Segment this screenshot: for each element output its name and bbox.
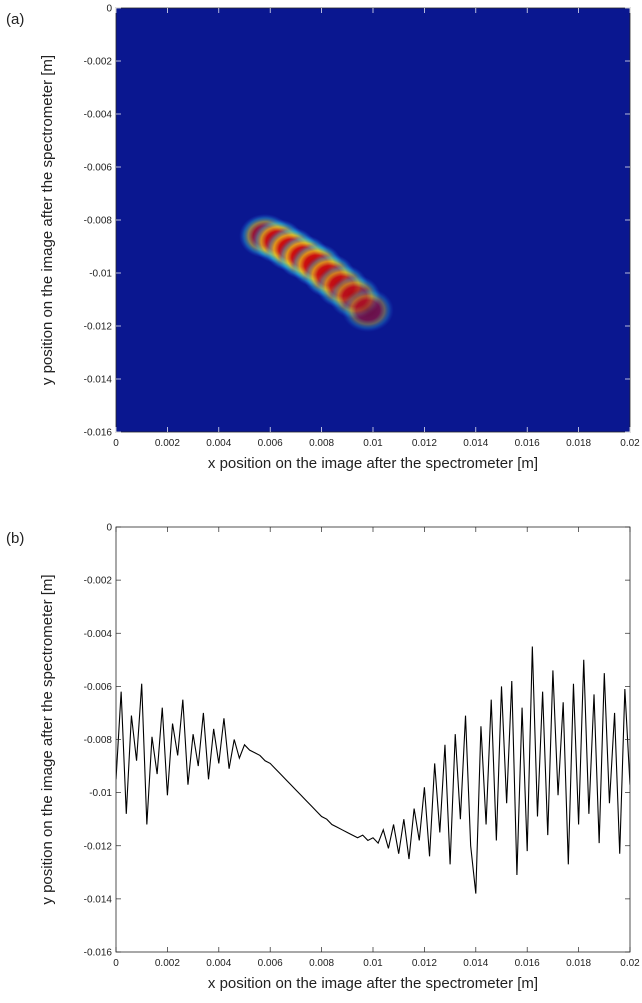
- y-axis-label: y position on the image after the spectr…: [39, 55, 56, 385]
- y-tick-label: -0.012: [84, 322, 113, 333]
- y-tick-label: -0.006: [84, 682, 113, 693]
- x-axis-label: x position on the image after the spectr…: [208, 455, 538, 472]
- image-background: [116, 8, 630, 432]
- y-tick-label: -0.002: [84, 576, 113, 587]
- x-tick-label: 0.016: [515, 438, 540, 449]
- x-tick-label: 0.012: [412, 438, 437, 449]
- panel-label: (b): [6, 530, 24, 547]
- y-tick-label: -0.01: [89, 788, 112, 799]
- x-tick-label: 0.01: [363, 438, 383, 449]
- y-tick-label: -0.008: [84, 216, 113, 227]
- y-tick-label: -0.016: [84, 428, 113, 439]
- x-tick-label: 0: [113, 958, 119, 969]
- x-tick-label: 0.02: [620, 958, 640, 969]
- y-tick-label: -0.016: [84, 948, 113, 959]
- y-axis-label: y position on the image after the spectr…: [39, 574, 56, 904]
- y-tick-label: -0.014: [84, 375, 113, 386]
- plot-area: [116, 8, 630, 432]
- x-tick-label: 0.008: [309, 958, 334, 969]
- panel-label: (a): [6, 11, 24, 28]
- y-tick-label: -0.014: [84, 894, 113, 905]
- y-tick-label: -0.002: [84, 57, 113, 68]
- x-tick-label: 0.002: [155, 438, 180, 449]
- x-tick-label: 0.02: [620, 438, 640, 449]
- x-tick-label: 0.01: [363, 958, 383, 969]
- x-tick-label: 0.014: [463, 438, 488, 449]
- y-tick-label: -0.006: [84, 163, 113, 174]
- x-tick-label: 0.006: [258, 438, 283, 449]
- y-tick-label: -0.004: [84, 110, 113, 121]
- x-tick-label: 0.006: [258, 958, 283, 969]
- y-tick-label: -0.012: [84, 841, 113, 852]
- x-tick-label: 0.018: [566, 438, 591, 449]
- y-tick-label: 0: [106, 523, 112, 534]
- x-axis-label: x position on the image after the spectr…: [208, 975, 538, 992]
- x-tick-label: 0.004: [206, 958, 231, 969]
- y-tick-label: 0: [106, 4, 112, 15]
- x-tick-label: 0.008: [309, 438, 334, 449]
- x-tick-label: 0.012: [412, 958, 437, 969]
- data-line: [116, 646, 630, 894]
- x-tick-label: 0.014: [463, 958, 488, 969]
- x-tick-label: 0: [113, 438, 119, 449]
- y-tick-label: -0.01: [89, 269, 112, 280]
- x-tick-label: 0.002: [155, 958, 180, 969]
- intensity-blob: [341, 288, 394, 333]
- x-tick-label: 0.016: [515, 958, 540, 969]
- x-tick-label: 0.018: [566, 958, 591, 969]
- x-tick-label: 0.004: [206, 438, 231, 449]
- plot-area: [116, 527, 630, 952]
- y-tick-label: -0.004: [84, 629, 113, 640]
- y-tick-label: -0.008: [84, 735, 113, 746]
